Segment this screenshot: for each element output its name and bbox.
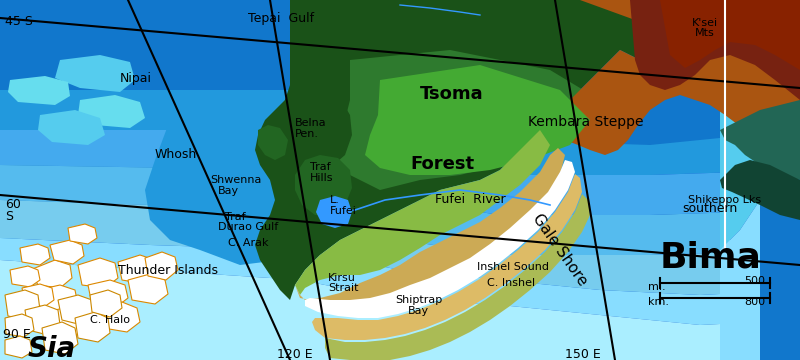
Text: Fufei  River: Fufei River: [435, 193, 506, 206]
Polygon shape: [42, 322, 78, 354]
Polygon shape: [0, 260, 800, 360]
Polygon shape: [22, 284, 54, 307]
Polygon shape: [118, 255, 158, 284]
Polygon shape: [68, 224, 97, 244]
Text: Mts: Mts: [695, 28, 714, 38]
Polygon shape: [8, 76, 70, 105]
Polygon shape: [720, 0, 760, 250]
Polygon shape: [0, 200, 800, 295]
Polygon shape: [25, 305, 60, 335]
Polygon shape: [145, 252, 178, 280]
Text: C. Inshel: C. Inshel: [487, 278, 535, 288]
Polygon shape: [10, 266, 40, 287]
Text: Belna: Belna: [295, 118, 326, 128]
Text: km.: km.: [648, 297, 669, 307]
Polygon shape: [316, 196, 352, 228]
Text: Whosh: Whosh: [155, 148, 198, 161]
Polygon shape: [330, 50, 600, 190]
Text: mi.: mi.: [648, 282, 666, 292]
Text: 150 E: 150 E: [565, 348, 601, 360]
Polygon shape: [720, 200, 760, 360]
Polygon shape: [0, 130, 800, 215]
Text: Fufei: Fufei: [330, 206, 357, 216]
Polygon shape: [760, 0, 800, 360]
Text: Kembara Steppe: Kembara Steppe: [528, 115, 643, 129]
Text: Durao Gulf: Durao Gulf: [218, 222, 278, 232]
Polygon shape: [55, 55, 135, 92]
Polygon shape: [540, 0, 800, 160]
Text: Nipai: Nipai: [120, 72, 152, 85]
Text: Sia: Sia: [28, 335, 76, 360]
Polygon shape: [78, 95, 145, 128]
Polygon shape: [312, 174, 582, 340]
Text: S: S: [5, 210, 13, 223]
Polygon shape: [720, 100, 800, 180]
Text: Traf: Traf: [310, 162, 330, 172]
Polygon shape: [305, 160, 575, 318]
Text: L.: L.: [330, 195, 340, 205]
Polygon shape: [75, 312, 110, 342]
Text: Inshel Sound: Inshel Sound: [477, 262, 549, 272]
Polygon shape: [5, 290, 40, 320]
Polygon shape: [282, 85, 352, 172]
Text: Thunder Islands: Thunder Islands: [118, 264, 218, 277]
Text: 90 E: 90 E: [3, 328, 30, 341]
Polygon shape: [258, 125, 288, 160]
Polygon shape: [30, 260, 72, 288]
Text: K'sei: K'sei: [692, 18, 718, 28]
Text: 500: 500: [744, 276, 765, 286]
Polygon shape: [38, 110, 105, 145]
Text: 45 S: 45 S: [5, 15, 33, 28]
Text: Gale Shore: Gale Shore: [530, 211, 590, 289]
Text: 60: 60: [5, 198, 21, 211]
Text: Shikeppo Lks: Shikeppo Lks: [688, 195, 761, 205]
Polygon shape: [0, 165, 800, 255]
Polygon shape: [58, 295, 94, 325]
Polygon shape: [50, 240, 84, 264]
Text: Hills: Hills: [310, 173, 334, 183]
Polygon shape: [365, 65, 590, 175]
Text: Kirsu: Kirsu: [328, 273, 356, 283]
Polygon shape: [630, 0, 800, 100]
Text: 120 E: 120 E: [277, 348, 313, 360]
Polygon shape: [0, 90, 800, 175]
Polygon shape: [55, 305, 95, 335]
Text: C. Arak: C. Arak: [228, 238, 269, 248]
Polygon shape: [145, 120, 320, 265]
Text: Pen.: Pen.: [295, 129, 319, 139]
Polygon shape: [255, 0, 800, 300]
Text: Shiptrap: Shiptrap: [395, 295, 442, 305]
Polygon shape: [90, 290, 122, 317]
Polygon shape: [0, 238, 800, 325]
Text: Strait: Strait: [328, 283, 358, 293]
Text: Tsoma: Tsoma: [420, 85, 484, 103]
Text: C. Halo: C. Halo: [90, 315, 130, 325]
Text: Tepai  Gulf: Tepai Gulf: [248, 12, 314, 25]
Text: Traf: Traf: [225, 212, 246, 222]
Text: Shwenna: Shwenna: [210, 175, 262, 185]
Text: southern: southern: [682, 202, 738, 215]
Polygon shape: [5, 314, 34, 337]
Polygon shape: [5, 336, 32, 358]
Polygon shape: [720, 160, 800, 220]
Text: Bima: Bima: [660, 240, 762, 274]
Polygon shape: [78, 258, 118, 288]
Polygon shape: [20, 244, 50, 265]
Polygon shape: [325, 194, 590, 360]
Text: 800: 800: [744, 297, 765, 307]
Polygon shape: [295, 155, 352, 215]
Polygon shape: [660, 0, 800, 70]
Polygon shape: [0, 0, 800, 240]
Text: Forest: Forest: [410, 155, 474, 173]
Polygon shape: [730, 0, 800, 360]
Polygon shape: [100, 302, 140, 332]
Polygon shape: [295, 148, 565, 302]
Polygon shape: [88, 280, 128, 308]
Polygon shape: [128, 274, 168, 304]
Polygon shape: [38, 285, 78, 315]
Polygon shape: [295, 130, 550, 295]
Text: Bay: Bay: [408, 306, 429, 316]
Text: Bay: Bay: [218, 186, 239, 196]
